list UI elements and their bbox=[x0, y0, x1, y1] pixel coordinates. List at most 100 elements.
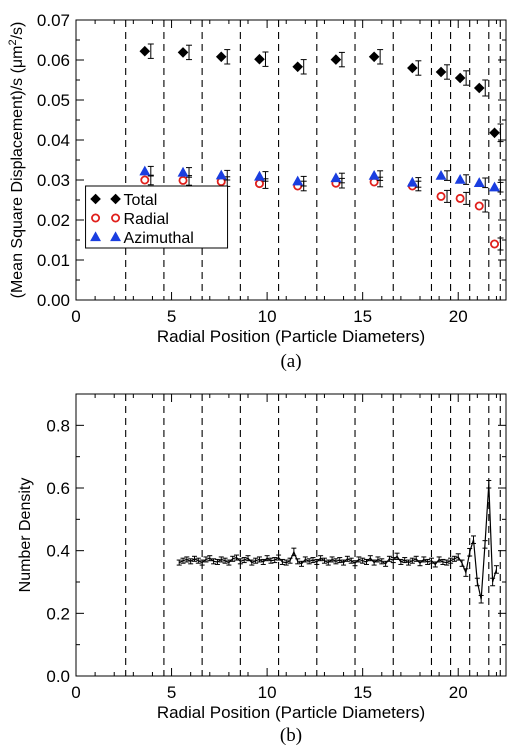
panel-a-data-marks bbox=[139, 43, 504, 251]
azimuthal-error-bar-2 bbox=[224, 169, 231, 181]
density-error-bar-83 bbox=[493, 565, 499, 574]
total-point-10 bbox=[473, 82, 485, 94]
azimuthal-error-bar-9 bbox=[463, 174, 470, 185]
density-error-bar-20 bbox=[253, 557, 259, 564]
panel-b-x-axis-label: Radial Position (Particle Diameters) bbox=[157, 703, 425, 722]
radial-point-11 bbox=[490, 239, 500, 249]
panel-a-x-tick-label-1: 5 bbox=[167, 307, 176, 326]
legend-total-label: Total bbox=[124, 192, 158, 209]
panel-a-x-tick-label-2: 10 bbox=[258, 307, 277, 326]
density-error-bar-50 bbox=[367, 555, 373, 562]
panel-b-x-tick-label-2: 10 bbox=[258, 683, 277, 702]
density-error-bar-70 bbox=[444, 559, 450, 566]
panel-a-ticks: 0 5 10 15 20 0.00 0.01 0.02 0.03 0.04 0.05 0.06 0.07 bbox=[37, 11, 506, 326]
radial-point-10 bbox=[474, 201, 484, 211]
density-error-bar-58 bbox=[398, 558, 404, 565]
density-error-bar-47 bbox=[356, 556, 362, 563]
density-error-bar-17 bbox=[241, 557, 247, 564]
density-error-bar-38 bbox=[321, 557, 327, 564]
density-error-bar-35 bbox=[310, 557, 316, 564]
density-error-bar-33 bbox=[302, 556, 308, 563]
radial-error-bar-8 bbox=[444, 189, 451, 203]
panel-b-caption: (b) bbox=[280, 725, 302, 745]
azimuthal-point-6 bbox=[368, 169, 380, 180]
panel-a-y-tick-label-2: 0.02 bbox=[37, 211, 70, 230]
total-error-bar-10 bbox=[482, 79, 489, 97]
density-error-bar-60 bbox=[406, 559, 412, 566]
density-error-bar-2 bbox=[184, 556, 190, 563]
density-error-bar-23 bbox=[264, 555, 270, 562]
legend-radial-marker-b bbox=[111, 213, 121, 223]
total-point-3 bbox=[254, 53, 265, 65]
azimuthal-error-bar-10 bbox=[482, 177, 489, 189]
legend-azimuthal-marker-a bbox=[90, 231, 102, 242]
total-point-7 bbox=[407, 62, 418, 74]
density-error-bar-24 bbox=[268, 557, 274, 564]
azimuthal-point-0 bbox=[139, 165, 151, 176]
panel-a-boundary-lines bbox=[125, 20, 501, 300]
density-error-bar-61 bbox=[409, 557, 415, 564]
density-error-bar-56 bbox=[390, 557, 396, 564]
density-error-bar-59 bbox=[402, 557, 408, 564]
azimuthal-point-8 bbox=[435, 169, 447, 180]
panel-a-y-tick-label-0: 0.00 bbox=[37, 291, 70, 310]
density-error-bar-80 bbox=[482, 540, 488, 549]
azimuthal-point-7 bbox=[406, 176, 418, 187]
radial-point-3 bbox=[254, 179, 264, 189]
legend-total-marker-a bbox=[90, 193, 101, 205]
radial-error-bar-10 bbox=[482, 199, 489, 213]
density-error-bar-3 bbox=[188, 558, 194, 565]
density-error-bar-18 bbox=[245, 555, 251, 562]
density-error-bar-51 bbox=[371, 559, 377, 566]
legend-radial-marker-a bbox=[91, 213, 101, 223]
density-error-bar-71 bbox=[448, 557, 454, 564]
panel-a-y-tick-label-5: 0.05 bbox=[37, 91, 70, 110]
density-error-bar-27 bbox=[279, 558, 285, 565]
radial-point-8 bbox=[436, 191, 446, 201]
total-error-bar-5 bbox=[338, 51, 345, 68]
radial-point-9 bbox=[455, 193, 465, 203]
panel-b-data-marks bbox=[176, 479, 499, 604]
density-error-bar-75 bbox=[463, 568, 469, 577]
density-line bbox=[178, 484, 498, 600]
density-error-bar-48 bbox=[360, 557, 366, 564]
density-error-bar-19 bbox=[249, 559, 255, 566]
density-error-bar-78 bbox=[474, 577, 480, 587]
density-error-bar-25 bbox=[272, 557, 278, 564]
panel-a-x-tick-label-3: 15 bbox=[353, 307, 372, 326]
azimuthal-point-11 bbox=[489, 181, 500, 192]
density-error-bar-34 bbox=[306, 558, 312, 565]
total-error-bar-6 bbox=[377, 49, 384, 65]
azimuthal-point-1 bbox=[177, 166, 189, 177]
azimuthal-error-bar-0 bbox=[147, 165, 154, 177]
panel-a-y-axis-label-tail: /s) bbox=[9, 22, 26, 40]
legend-azimuthal-marker-b bbox=[110, 231, 122, 242]
radial-error-bar-11 bbox=[497, 237, 504, 251]
density-error-bar-21 bbox=[256, 556, 262, 563]
azimuthal-error-bar-3 bbox=[262, 171, 269, 182]
density-error-bar-5 bbox=[195, 557, 201, 564]
azimuthal-point-5 bbox=[330, 172, 342, 183]
density-error-bar-81 bbox=[486, 479, 492, 489]
density-error-bar-13 bbox=[226, 559, 232, 566]
panel-b-y-tick-label-1: 0.2 bbox=[46, 604, 70, 623]
radial-point-0 bbox=[140, 175, 150, 185]
density-error-bar-12 bbox=[222, 557, 228, 564]
panel-b-y-tick-label-0: 0.0 bbox=[46, 667, 70, 686]
panel-a-y-axis-label: (Mean Square Displacement)/s (μm2/s) bbox=[7, 22, 26, 299]
density-error-bar-40 bbox=[329, 556, 335, 563]
density-error-bar-1 bbox=[180, 557, 186, 564]
azimuthal-error-bar-4 bbox=[300, 175, 307, 187]
density-error-bar-16 bbox=[237, 558, 243, 565]
panel-b-ticks: 0 5 10 15 20 0.0 0.2 0.4 0.6 0.8 bbox=[46, 394, 506, 702]
density-error-bar-10 bbox=[214, 558, 220, 565]
azimuthal-point-3 bbox=[254, 170, 265, 181]
total-point-5 bbox=[330, 54, 342, 65]
density-error-bar-82 bbox=[490, 577, 496, 587]
density-error-bar-66 bbox=[428, 557, 434, 564]
density-error-bar-41 bbox=[333, 558, 339, 565]
panel-a-y-tick-label-3: 0.03 bbox=[37, 171, 70, 190]
density-error-bar-45 bbox=[348, 557, 354, 564]
panel-b-x-tick-label-3: 15 bbox=[353, 683, 372, 702]
total-error-bar-7 bbox=[415, 60, 422, 76]
